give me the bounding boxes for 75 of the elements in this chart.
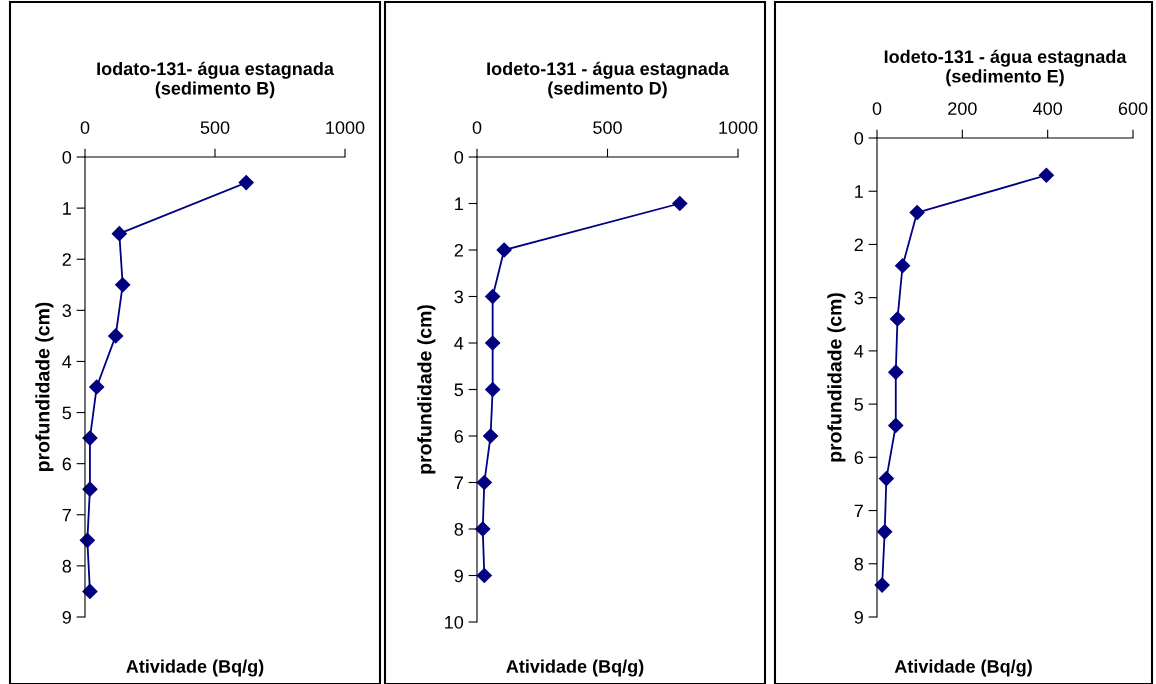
x-tick-label: 600 xyxy=(1118,102,1148,115)
point xyxy=(672,195,688,212)
y-tick-label: 9 xyxy=(454,569,463,583)
x-axis-title: Atividade (Bq/g) xyxy=(894,659,1032,677)
chart-title: Iodeto-131 - água estagnada (sedimento E) xyxy=(884,49,1127,87)
y-tick-label: 4 xyxy=(854,345,864,358)
y-tick-label: 6 xyxy=(854,451,864,465)
x-tick-label: 400 xyxy=(1033,102,1063,115)
point xyxy=(889,311,906,327)
point xyxy=(82,583,98,600)
y-tick-label: 8 xyxy=(854,557,864,571)
point xyxy=(878,471,894,487)
y-tick-label: 0 xyxy=(454,150,464,164)
x-axis-title: Atividade (Bq/g) xyxy=(506,659,644,677)
y-tick-label: 1 xyxy=(855,185,863,198)
x-tick-label: 200 xyxy=(948,102,977,115)
point xyxy=(238,174,254,191)
y-tick-label: 4 xyxy=(454,337,464,350)
x-tick-label: 500 xyxy=(593,121,622,134)
y-tick-label: 2 xyxy=(854,238,863,251)
point xyxy=(475,521,491,537)
y-tick-label: 1 xyxy=(455,197,463,211)
point xyxy=(476,567,492,584)
y-tick-label: 7 xyxy=(62,508,71,522)
point xyxy=(485,288,501,305)
y-tick-label: 7 xyxy=(454,476,463,490)
point xyxy=(108,328,124,344)
y-tick-label: 2 xyxy=(62,253,71,266)
x-tick-label: 500 xyxy=(200,121,230,134)
y-axis-title: profundidade (cm) xyxy=(35,302,54,472)
point xyxy=(1038,167,1054,183)
y-tick-label: 6 xyxy=(454,429,464,443)
x-tick-label: 0 xyxy=(472,121,482,134)
point xyxy=(476,474,492,491)
y-axis-title: profundidade (cm) xyxy=(417,305,436,474)
x-axis-title: Atividade (Bq/g) xyxy=(126,659,264,677)
y-tick-label: 5 xyxy=(62,406,72,420)
chart-title: Iodato-131- água estagnada (sedimento B) xyxy=(97,61,335,99)
y-tick-label: 4 xyxy=(62,355,72,368)
y-tick-label: 0 xyxy=(62,150,72,164)
x-tick-label: 1000 xyxy=(326,121,365,134)
chart-title: Iodeto-131 - água estagnada (sedimento D) xyxy=(487,61,730,99)
point xyxy=(485,381,501,398)
point xyxy=(877,524,893,540)
y-tick-label: 6 xyxy=(62,457,72,471)
y-tick-label: 5 xyxy=(854,398,864,411)
point xyxy=(888,364,904,380)
x-tick-label: 1000 xyxy=(719,121,758,134)
y-tick-label: 8 xyxy=(62,559,72,573)
point xyxy=(874,577,890,593)
y-tick-label: 7 xyxy=(854,504,863,518)
y-tick-label: 9 xyxy=(854,610,863,624)
point xyxy=(485,335,501,351)
point xyxy=(115,277,131,293)
y-tick-label: 2 xyxy=(454,243,463,257)
y-tick-label: 3 xyxy=(62,304,72,318)
x-tick-label: 0 xyxy=(872,102,882,115)
y-tick-label: 9 xyxy=(62,610,71,624)
point xyxy=(111,226,127,242)
y-axis-title: profundidade (cm) xyxy=(827,293,846,462)
point xyxy=(483,428,499,444)
x-tick-label: 0 xyxy=(80,121,90,134)
point xyxy=(89,379,105,395)
point xyxy=(496,242,512,258)
point xyxy=(895,258,911,274)
y-tick-label: 8 xyxy=(454,522,464,536)
y-tick-label: 5 xyxy=(454,383,464,397)
point xyxy=(82,481,98,497)
y-tick-label: 0 xyxy=(854,131,864,145)
y-tick-label: 3 xyxy=(454,290,464,304)
y-tick-label: 1 xyxy=(63,202,71,215)
point xyxy=(909,204,925,221)
point xyxy=(888,417,904,433)
y-tick-label: 3 xyxy=(854,291,864,305)
y-tick-label: 10 xyxy=(445,615,464,629)
